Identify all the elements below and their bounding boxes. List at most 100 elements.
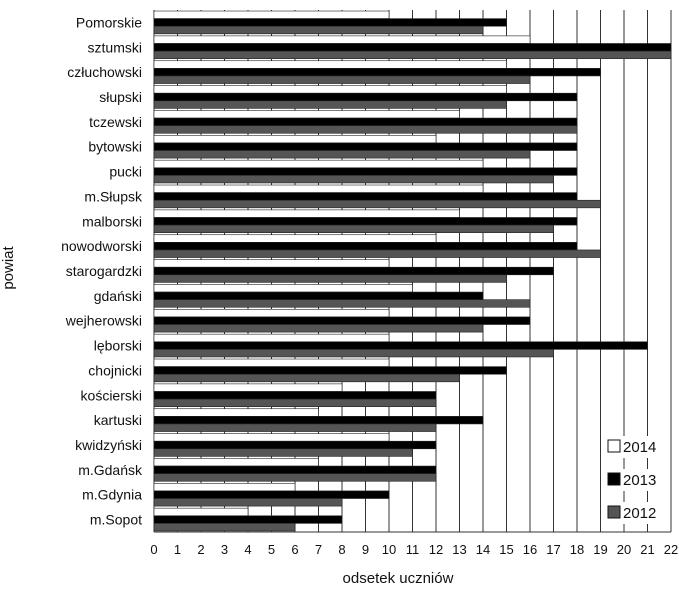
category-label: starogardzki (66, 263, 142, 279)
bar-2013-słupski (153, 92, 578, 102)
bar-2014-słupski (153, 85, 507, 94)
x-tick-labels: 0 1 2 3 4 5 6 7 8 9 10 11 12 13 14 15 16 17 18 19 20 21 22 (150, 542, 678, 557)
bar-2013-starogardzki (153, 266, 554, 276)
bar-2013-chojnicki (153, 366, 507, 375)
bar-2014-kwidzyński (153, 433, 390, 442)
bar-2014-tczewski (153, 110, 460, 119)
bar-2013-nowodworski (153, 242, 578, 251)
x-tick-label: 8 (338, 542, 345, 557)
x-tick-label: 17 (546, 542, 560, 557)
bar-2013-m.Gdynia (153, 490, 390, 499)
legend-label: 2012 (623, 505, 656, 522)
bar-2013-kartuski (153, 416, 484, 425)
bar-2012-tczewski (153, 125, 578, 134)
x-tick-label: 5 (268, 542, 275, 557)
bar-2014-starogardzki (153, 259, 390, 268)
bar-2014-bytowski (153, 135, 437, 144)
bar-2014-m.Gdańsk (153, 458, 319, 467)
x-tick-label: 2 (197, 542, 204, 557)
bar-2014-m.Słupsk (153, 184, 484, 193)
bar-2013-sztumski (153, 43, 672, 52)
legend-swatch-2012 (607, 505, 621, 519)
x-tick-label: 21 (640, 542, 654, 557)
legend-label: 2014 (623, 439, 656, 456)
x-tick-label: 7 (315, 542, 322, 557)
bar-2013-malborski (153, 217, 578, 226)
bar-2013-kościerski (153, 391, 437, 400)
bar-2012-sztumski (153, 50, 672, 59)
bar-2014-wejherowski (153, 309, 390, 318)
bar-2013-m.Sopot (153, 515, 343, 524)
bar-2014-człuchowski (153, 60, 507, 69)
category-label: kościerski (81, 387, 142, 403)
x-tick-label: 3 (221, 542, 228, 557)
category-label: nowodworski (61, 238, 142, 254)
category-label: człuchowski (67, 64, 142, 80)
category-label: chojnicki (88, 362, 142, 378)
category-label: m.Gdynia (82, 487, 142, 503)
x-tick-label: 14 (476, 542, 490, 557)
category-label: Pomorskie (76, 14, 142, 30)
bar-2014-pucki (153, 159, 484, 169)
bar-2012-Pomorskie (153, 25, 484, 35)
bar-2013-wejherowski (153, 316, 531, 325)
y-axis-title: powiat (0, 245, 17, 289)
x-axis-title: odsetek uczniów (343, 570, 454, 587)
category-label: kwidzyński (75, 437, 142, 453)
legend-swatch-2014 (607, 439, 621, 453)
bar-2012-m.Słupsk (153, 199, 601, 209)
bar-2012-m.Sopot (153, 523, 296, 532)
x-tick-label: 22 (664, 542, 678, 557)
bar-2014-kościerski (153, 383, 343, 392)
x-tick-label: 13 (452, 542, 466, 557)
bar-2013-m.Gdańsk (153, 465, 437, 474)
bar-2013-m.Słupsk (153, 192, 578, 201)
bar-2012-wejherowski (153, 324, 484, 333)
bars (153, 10, 672, 532)
category-label: gdański (94, 288, 142, 304)
x-tick-label: 19 (593, 542, 607, 557)
bar-2012-malborski (153, 224, 554, 233)
bar-2014-m.Sopot (153, 507, 249, 517)
bar-2013-pucki (153, 167, 578, 176)
x-tick-label: 15 (499, 542, 513, 557)
bar-2012-gdański (153, 299, 531, 308)
category-label: m.Gdańsk (78, 462, 143, 478)
bar-2012-chojnicki (153, 373, 460, 383)
bar-2014-gdański (153, 284, 413, 293)
category-label: pucki (109, 164, 142, 180)
x-tick-label: 1 (174, 542, 181, 557)
legend: 2014 2013 2012 (604, 436, 668, 524)
bar-2014-nowodworski (153, 234, 437, 243)
bar-2012-starogardzki (153, 274, 507, 283)
bar-2014-Pomorskie (153, 10, 390, 19)
x-tick-label: 18 (570, 542, 584, 557)
category-label: m.Słupsk (84, 188, 143, 204)
category-label: sztumski (88, 39, 142, 55)
bar-2013-bytowski (153, 142, 578, 151)
x-tick-label: 11 (406, 542, 420, 557)
x-tick-label: 6 (291, 542, 298, 557)
category-label: tczewski (89, 114, 142, 130)
category-label: wejherowski (65, 313, 142, 329)
x-tick-label: 4 (244, 542, 251, 557)
bar-2013-Pomorskie (153, 18, 507, 27)
category-label: malborski (82, 213, 142, 229)
category-label: kartuski (94, 412, 142, 428)
bar-2013-tczewski (153, 117, 578, 126)
category-label: bytowski (88, 139, 142, 155)
x-tick-label: 20 (617, 542, 631, 557)
bar-2012-kartuski (153, 423, 437, 432)
bar-2014-lęborski (153, 333, 390, 343)
x-tick-label: 0 (150, 542, 157, 557)
bar-2012-nowodworski (153, 249, 601, 258)
bar-2013-kwidzyński (153, 440, 437, 450)
bar-2014-kartuski (153, 408, 319, 417)
category-label: m.Sopot (90, 512, 142, 528)
legend-swatch-2013 (607, 472, 621, 486)
bar-2014-m.Gdynia (153, 483, 296, 492)
bar-2013-lęborski (153, 341, 648, 350)
bar-2012-lęborski (153, 349, 554, 358)
